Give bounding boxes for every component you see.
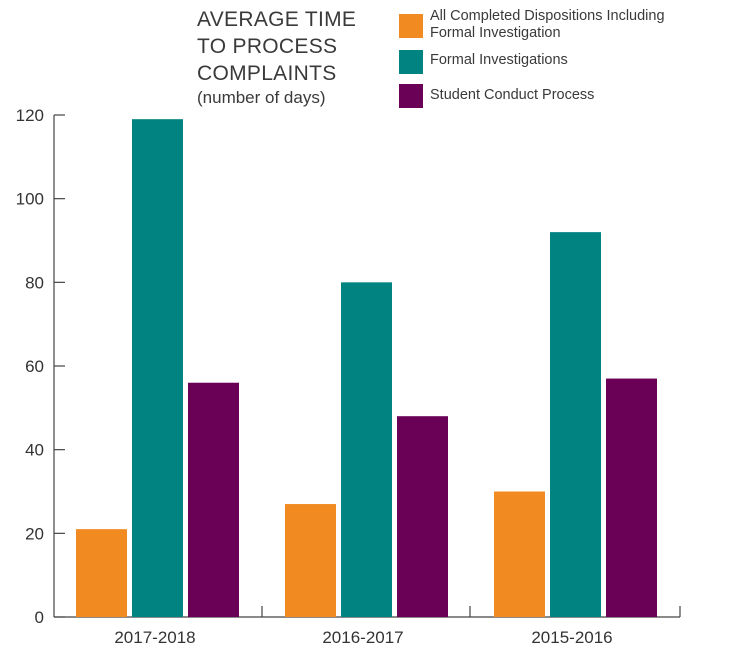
legend-label-formal-investigations: Formal Investigations	[430, 52, 568, 68]
bar-2015-2016-series-2	[550, 232, 601, 617]
x-tick-label-2017-2018: 2017-2018	[114, 628, 195, 647]
bar-2017-2018-series-2	[132, 119, 183, 617]
y-tick-label-100: 100	[16, 190, 44, 209]
bar-2016-2017-series-2	[341, 282, 392, 617]
x-tick-label-2016-2017: 2016-2017	[322, 628, 403, 647]
chart-subtitle: (number of days)	[197, 88, 326, 107]
y-tick-label-80: 80	[25, 273, 44, 292]
y-tick-label-40: 40	[25, 441, 44, 460]
chart-title-line-2: TO PROCESS	[197, 35, 338, 58]
y-tick-label-120: 120	[16, 106, 44, 125]
bar-2015-2016-series-3	[606, 378, 657, 617]
y-tick-label-0: 0	[35, 608, 44, 627]
legend-swatch-student-conduct	[399, 84, 423, 108]
legend-swatch-all-completed	[399, 14, 423, 38]
legend-label-all-completed-line-1: All Completed Dispositions Including	[430, 8, 665, 24]
bar-2015-2016-series-1	[494, 491, 545, 617]
y-tick-label-20: 20	[25, 524, 44, 543]
chart-title-line-1: AVERAGE TIME	[197, 8, 357, 31]
legend-label-all-completed-line-2: Formal Investigation	[430, 25, 561, 41]
bar-2016-2017-series-3	[397, 416, 448, 617]
legend-swatch-formal-investigations	[399, 50, 423, 74]
y-tick-label-60: 60	[25, 357, 44, 376]
bar-2017-2018-series-3	[188, 382, 239, 617]
chart-title-line-3: COMPLAINTS	[197, 62, 337, 85]
x-tick-label-2015-2016: 2015-2016	[531, 628, 612, 647]
bar-2017-2018-series-1	[76, 529, 127, 617]
legend-label-student-conduct: Student Conduct Process	[430, 87, 595, 103]
bar-2016-2017-series-1	[285, 504, 336, 617]
